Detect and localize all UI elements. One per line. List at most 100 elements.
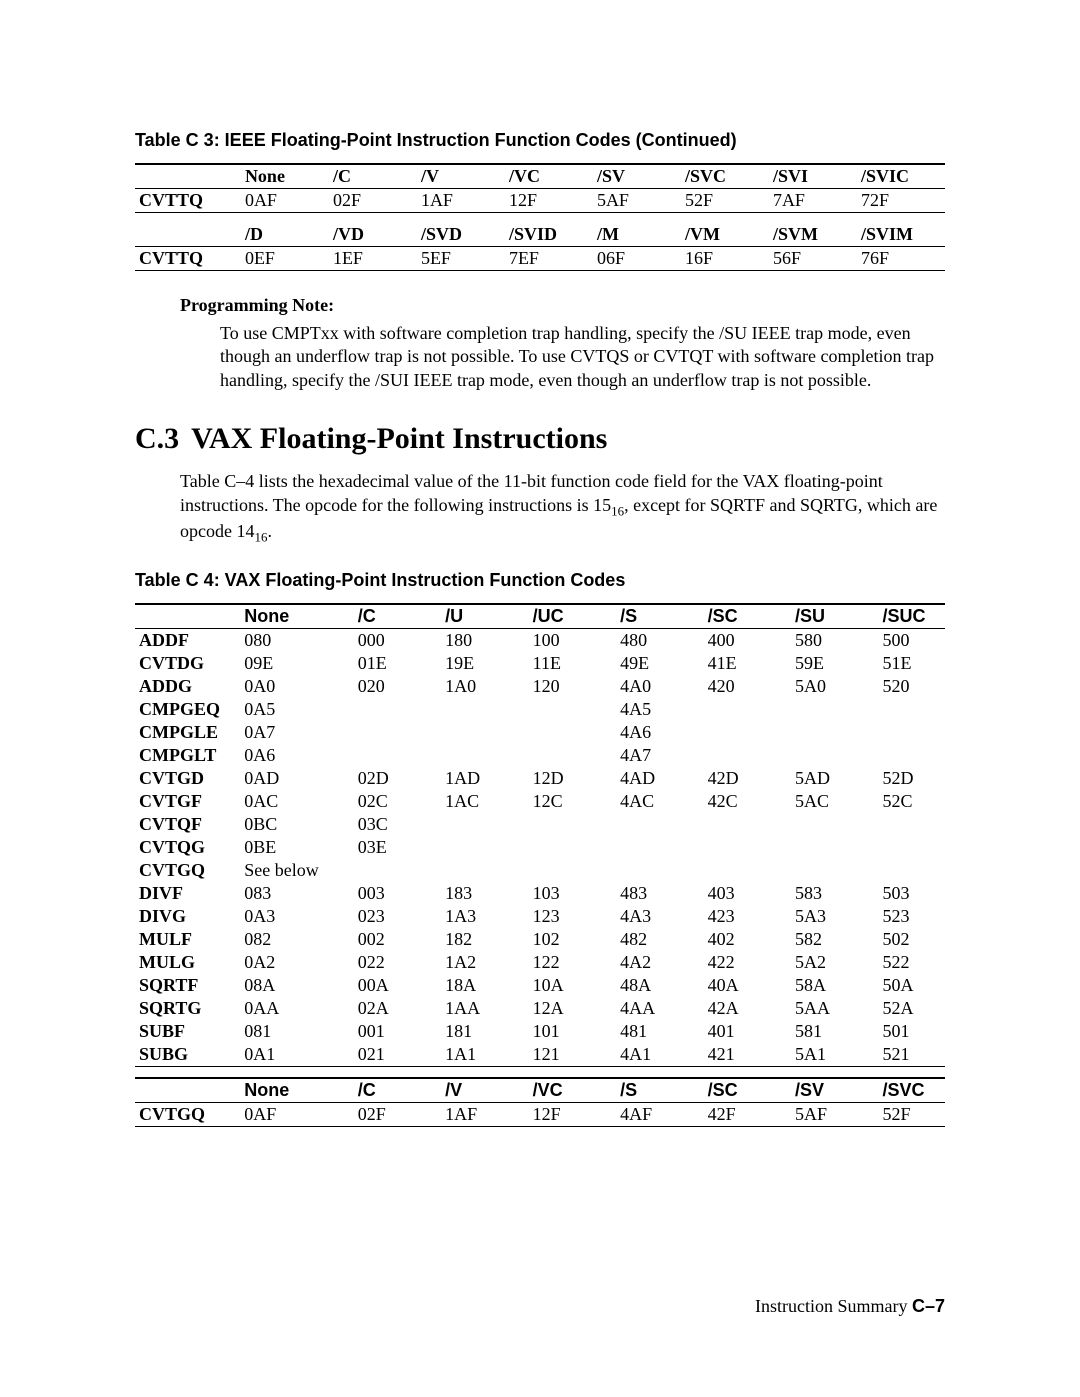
cell: 420	[704, 675, 791, 698]
table-row: SQRTG0AA02A1AA12A4AA42A5AA52A	[135, 997, 945, 1020]
row-label: DIVF	[135, 882, 240, 905]
cell: 481	[616, 1020, 703, 1043]
cell: 16F	[681, 247, 769, 271]
cell: 50A	[879, 974, 946, 997]
cell: 5A2	[791, 951, 878, 974]
footer-page: C–7	[912, 1296, 945, 1316]
note-heading: Programming Note:	[180, 295, 945, 316]
table-c4-header2: None/C/V/VC/S/SC/SV/SVC	[135, 1078, 945, 1103]
cell: 1AC	[441, 790, 528, 813]
cell: 400	[704, 629, 791, 653]
cell: 1A0	[441, 675, 528, 698]
cell: 00A	[354, 974, 441, 997]
cell: 7AF	[769, 189, 857, 213]
cell: 08A	[240, 974, 353, 997]
cell: 1AD	[441, 767, 528, 790]
cell	[529, 859, 616, 882]
cell: 4AC	[616, 790, 703, 813]
cell: 4A6	[616, 721, 703, 744]
cell: 582	[791, 928, 878, 951]
row-label: SUBG	[135, 1043, 240, 1067]
sub-1: 16	[611, 503, 624, 518]
col-header: /SU	[791, 604, 878, 629]
col-header: /VM	[681, 223, 769, 247]
cell: See below	[240, 859, 353, 882]
cell: 12C	[529, 790, 616, 813]
col-header: /U	[441, 604, 528, 629]
table-row: CVTQF0BC03C	[135, 813, 945, 836]
cell	[704, 698, 791, 721]
cell: 1EF	[329, 247, 417, 271]
cell: 101	[529, 1020, 616, 1043]
table-row: CVTDG09E01E19E11E49E41E59E51E	[135, 652, 945, 675]
table-c3-caption: Table C 3: IEEE Floating-Point Instructi…	[135, 130, 945, 151]
table-row: CVTGF0AC02C1AC12C4AC42C5AC52C	[135, 790, 945, 813]
cell	[879, 698, 946, 721]
col-header: None	[240, 1078, 353, 1103]
col-header: /M	[593, 223, 681, 247]
cell	[441, 721, 528, 744]
cell: 402	[704, 928, 791, 951]
table-row: DIVG0A30231A31234A34235A3523	[135, 905, 945, 928]
col-header: /SC	[704, 604, 791, 629]
col-header: None	[240, 604, 353, 629]
cell: 083	[240, 882, 353, 905]
cell	[879, 721, 946, 744]
cell: 002	[354, 928, 441, 951]
table-row: CVTGQSee below	[135, 859, 945, 882]
cell: 482	[616, 928, 703, 951]
cell: 4AF	[616, 1103, 703, 1127]
cell: 581	[791, 1020, 878, 1043]
cell: 103	[529, 882, 616, 905]
cell	[354, 744, 441, 767]
cell: 520	[879, 675, 946, 698]
table-c4-caption: Table C 4: VAX Floating-Point Instructio…	[135, 570, 945, 591]
row-label-header	[135, 164, 241, 189]
cell: 021	[354, 1043, 441, 1067]
cell: 082	[240, 928, 353, 951]
cell: 183	[441, 882, 528, 905]
cell: 5AA	[791, 997, 878, 1020]
cell: 422	[704, 951, 791, 974]
row-label: MULF	[135, 928, 240, 951]
table-row: CMPGLT0A64A7	[135, 744, 945, 767]
row-label: SUBF	[135, 1020, 240, 1043]
cell: 522	[879, 951, 946, 974]
table-row: ADDF080000180100480400580500	[135, 629, 945, 653]
row-label-header	[135, 1078, 240, 1103]
cell: 5AF	[593, 189, 681, 213]
cell: 1AF	[417, 189, 505, 213]
cell: 020	[354, 675, 441, 698]
table-row: CMPGLE0A74A6	[135, 721, 945, 744]
cell	[529, 744, 616, 767]
row-label: CMPGLT	[135, 744, 240, 767]
table-row: SUBF081001181101481401581501	[135, 1020, 945, 1043]
cell	[529, 698, 616, 721]
cell	[354, 721, 441, 744]
row-label: SQRTG	[135, 997, 240, 1020]
cell: 02A	[354, 997, 441, 1020]
row-label: CVTGD	[135, 767, 240, 790]
cell	[791, 744, 878, 767]
cell: 182	[441, 928, 528, 951]
cell: 12F	[505, 189, 593, 213]
cell: 5AC	[791, 790, 878, 813]
cell: 76F	[857, 247, 945, 271]
row-label: DIVG	[135, 905, 240, 928]
col-header: None	[241, 164, 329, 189]
section-title: VAX Floating-Point Instructions	[191, 422, 607, 455]
cell: 122	[529, 951, 616, 974]
cell	[616, 859, 703, 882]
col-header: /C	[354, 1078, 441, 1103]
cell: 0A2	[240, 951, 353, 974]
cell: 1A1	[441, 1043, 528, 1067]
cell: 5EF	[417, 247, 505, 271]
cell: 181	[441, 1020, 528, 1043]
table-row: CVTTQ0AF02F1AF12F5AF52F7AF72F	[135, 189, 945, 213]
table-row: DIVF083003183103483403583503	[135, 882, 945, 905]
col-header: /VC	[529, 1078, 616, 1103]
cell: 41E	[704, 652, 791, 675]
table-row: CVTGQ0AF02F1AF12F4AF42F5AF52F	[135, 1103, 945, 1127]
cell: 5A3	[791, 905, 878, 928]
cell: 121	[529, 1043, 616, 1067]
